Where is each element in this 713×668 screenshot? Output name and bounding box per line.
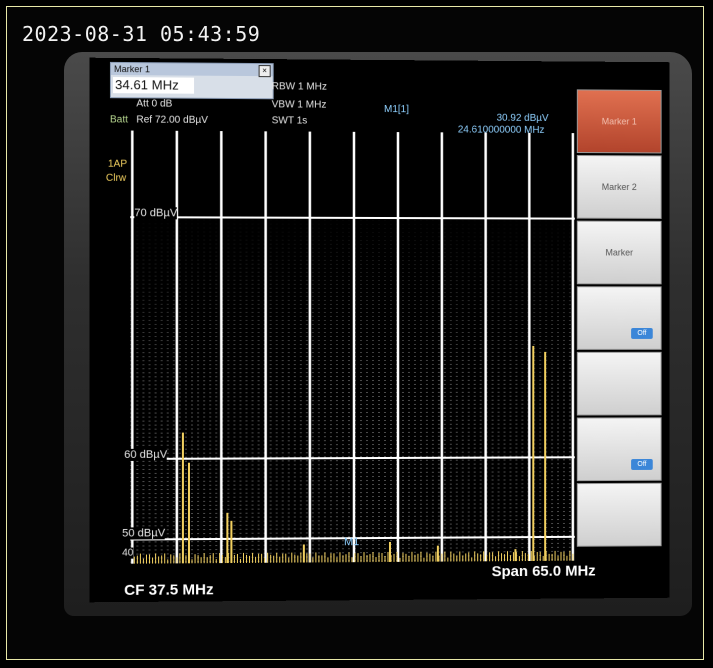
softkey-6[interactable]: Off	[576, 417, 662, 482]
trace-detector-label: Clrw	[105, 172, 127, 184]
softkey-7[interactable]	[576, 482, 662, 547]
sweep-time-label: SWT 1s	[271, 115, 308, 127]
softkey-4[interactable]: Off	[576, 286, 662, 350]
close-icon[interactable]: ×	[258, 65, 271, 78]
marker-m1-tag: M1	[343, 536, 360, 549]
battery-label: Batt	[109, 114, 129, 126]
y-axis-label-60: 60 dBµV	[124, 448, 168, 461]
timestamp-overlay: 2023-08-31 05:43:59	[22, 22, 261, 46]
marker-readout-label: M1[1]	[383, 104, 409, 116]
analyzer-screen: Marker 1 × 34.61 MHz Att 0 dB Batt Ref 7…	[89, 57, 670, 603]
spectrum-display[interactable]: 70 dBµV 60 dBµV 50 dBµV 40 M1	[122, 130, 575, 564]
softkey-marker-2[interactable]: Marker 2	[576, 154, 662, 219]
softkey-4-toggle-badge: Off	[631, 328, 653, 339]
marker-dialog-title: Marker 1	[110, 62, 273, 77]
marker-readout-level: 30.92 dBµV	[496, 112, 549, 125]
softkey-panel: Marker 1 Marker 2 Marker Off Off	[576, 89, 666, 576]
softkey-marker-3[interactable]: Marker	[576, 220, 662, 285]
trace-mode-label: 1AP	[107, 158, 128, 170]
rbw-label: RBW 1 MHz	[271, 81, 327, 93]
marker-frequency-input[interactable]: 34.61 MHz	[113, 77, 195, 94]
softkey-6-toggle-badge: Off	[631, 458, 653, 470]
vbw-label: VBW 1 MHz	[271, 99, 327, 111]
y-axis-label-70: 70 dBµV	[134, 207, 178, 220]
y-axis-label-40: 40	[122, 547, 134, 559]
attenuation-label: Att 0 dB	[136, 98, 173, 110]
softkey-marker-1[interactable]: Marker 1	[576, 89, 662, 154]
spectrum-grid	[130, 130, 575, 564]
softkey-5[interactable]	[576, 351, 662, 416]
y-axis-label-50: 50 dBµV	[122, 527, 166, 540]
span-label: Span 65.0 MHz	[491, 562, 596, 581]
marker-dialog[interactable]: Marker 1 × 34.61 MHz	[109, 61, 274, 100]
center-frequency-label: CF 37.5 MHz	[124, 581, 214, 600]
reference-level-label: Ref 72.00 dBµV	[136, 114, 208, 126]
